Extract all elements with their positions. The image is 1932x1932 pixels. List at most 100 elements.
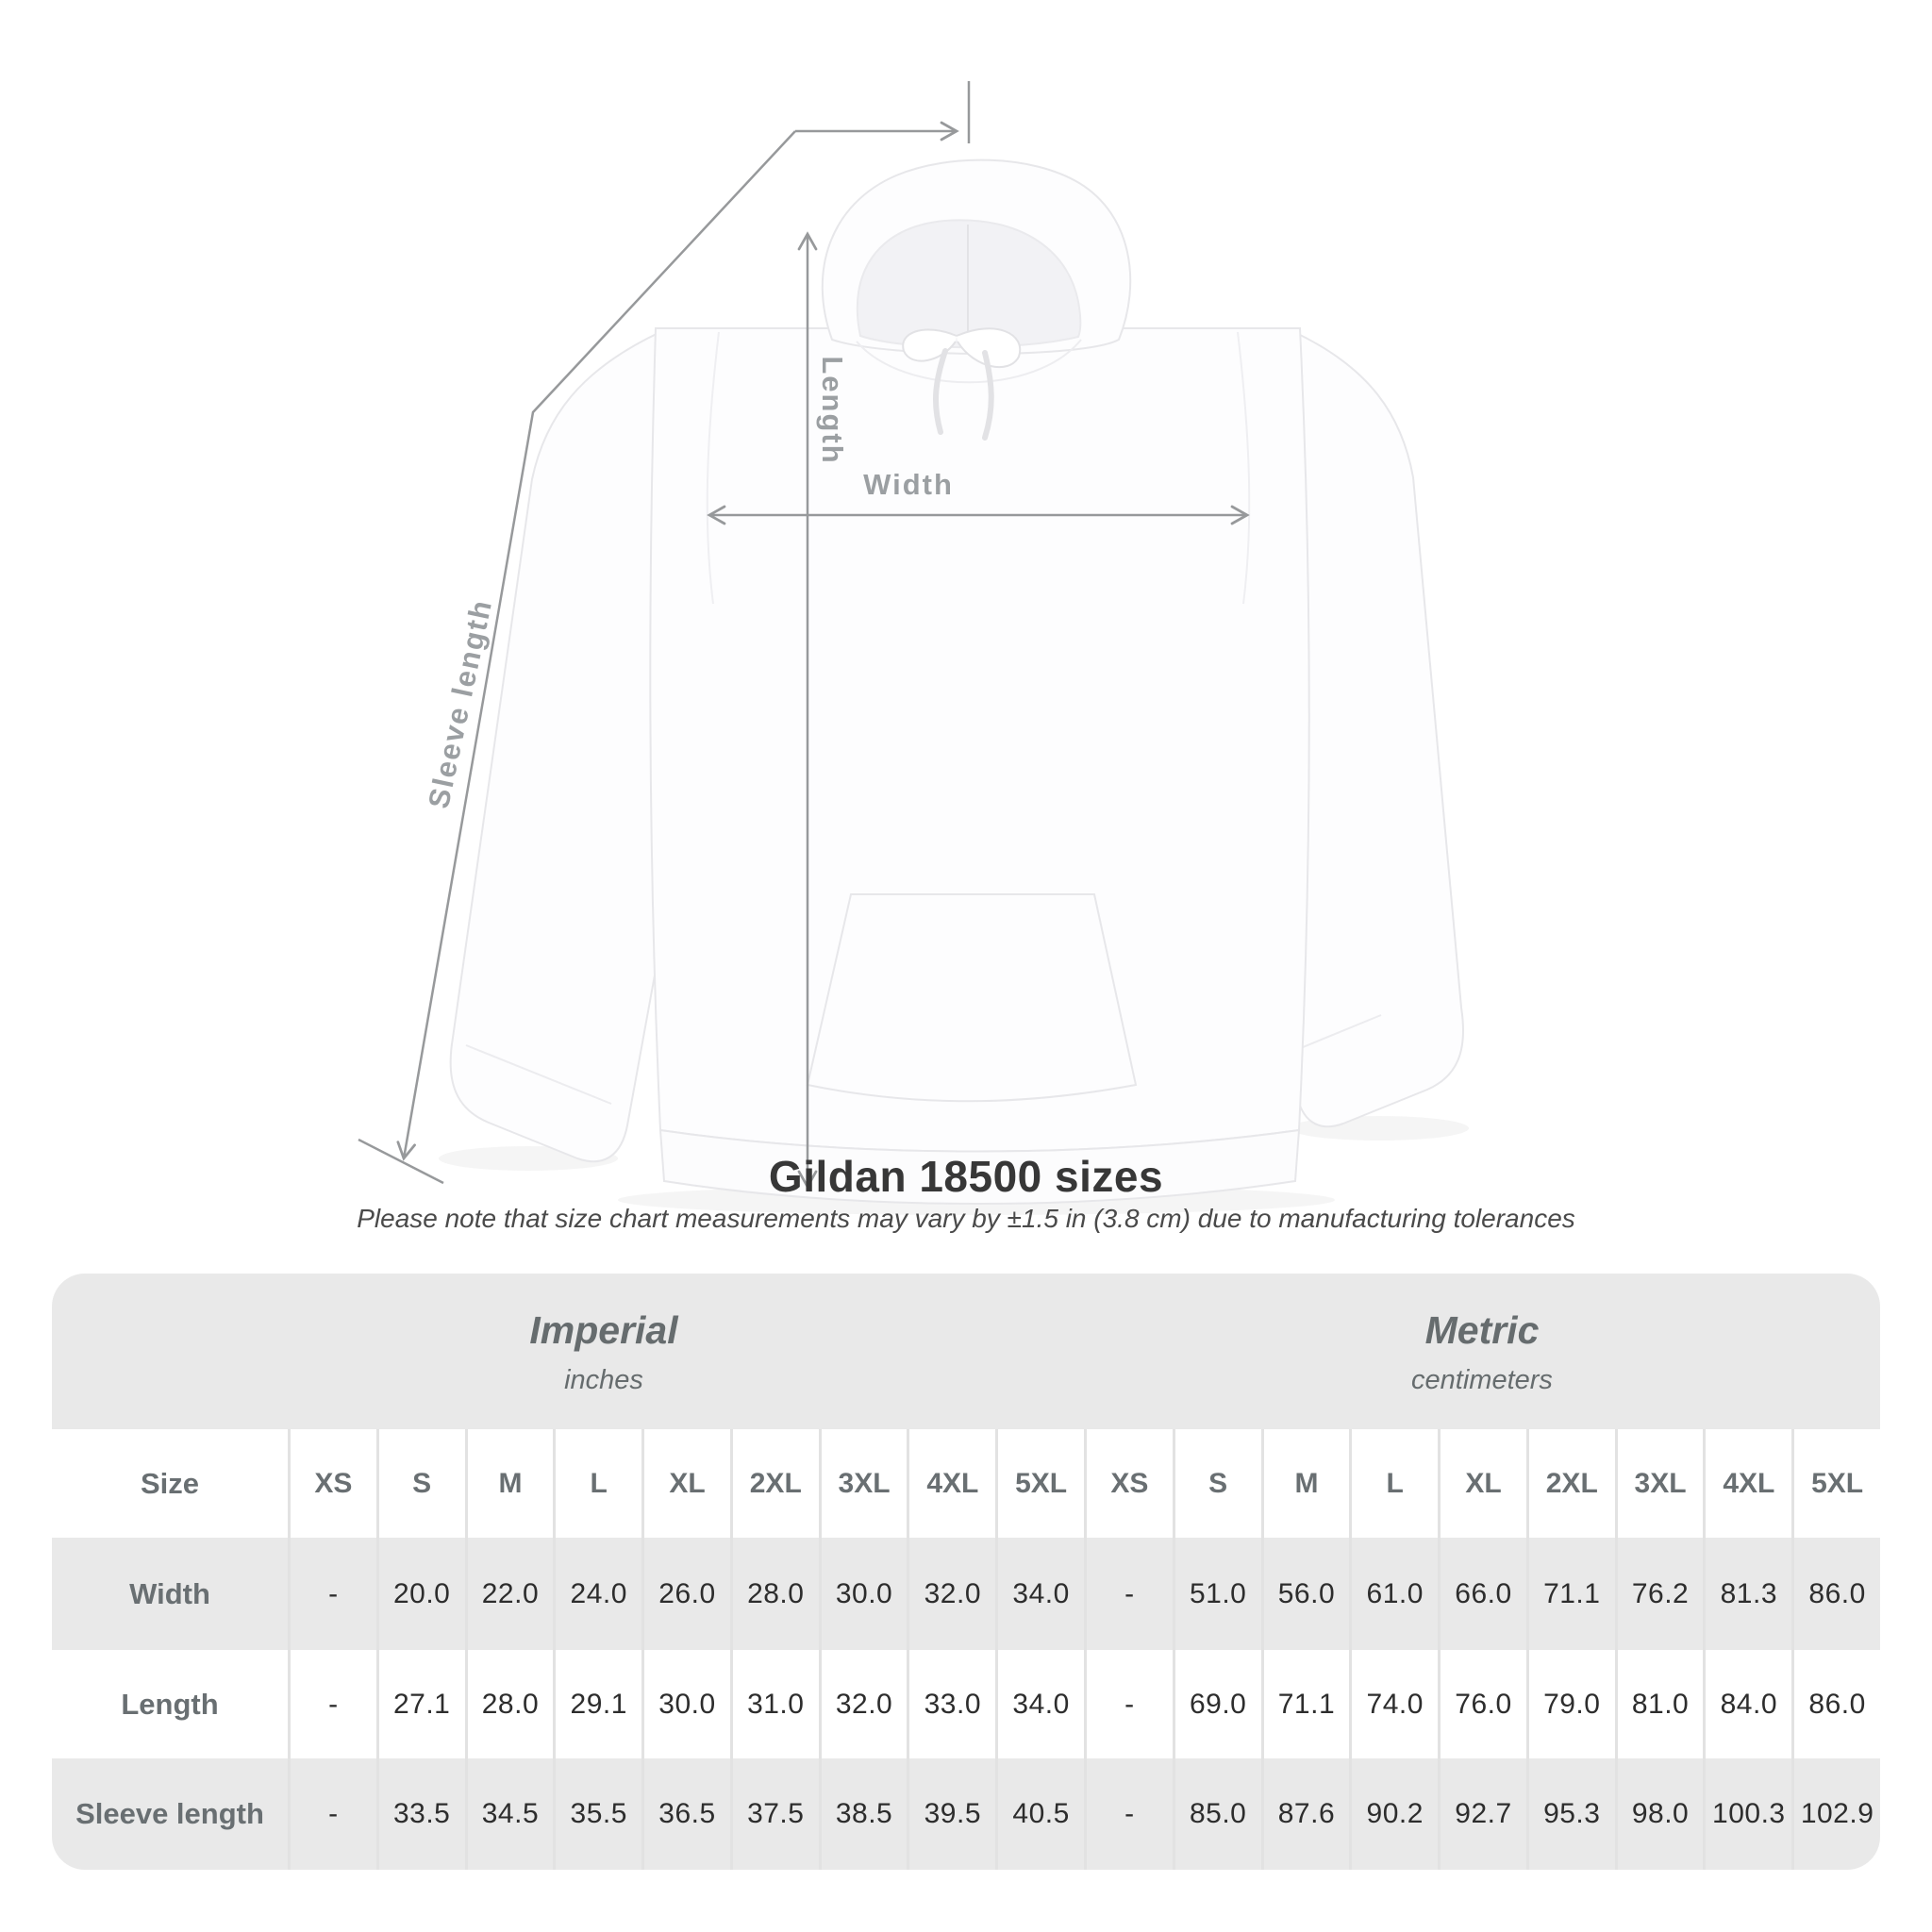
size-table: Imperial inches Metric centimeters Size X… xyxy=(52,1274,1880,1870)
cell-width-imperial-xs: - xyxy=(288,1538,376,1650)
col-header-metric-xs: XS xyxy=(1084,1429,1173,1538)
cell-length-imperial-4xl: 33.0 xyxy=(907,1650,996,1758)
unit-group-band: Imperial inches Metric centimeters xyxy=(52,1274,1880,1429)
cell-width-imperial-s: 20.0 xyxy=(375,1538,465,1650)
cell-sleeve-length-imperial-m: 34.5 xyxy=(464,1758,554,1870)
size-grid: Size XS S M L XL 2XL 3XL 4XL 5XL XS S M L XL 2XL 3XL 4XL 5… xyxy=(52,1429,1880,1870)
cell-sleeve-length-imperial-xl: 36.5 xyxy=(641,1758,730,1870)
cell-sleeve-length-metric-5xl: 102.9 xyxy=(1791,1758,1880,1870)
imperial-group-header: Imperial inches xyxy=(88,1274,1120,1429)
cell-sleeve-length-metric-4xl: 100.3 xyxy=(1703,1758,1792,1870)
sleeve-measure-label: Sleeve length xyxy=(422,596,498,811)
col-header-imperial-xl: XL xyxy=(641,1429,730,1538)
col-header-imperial-s: S xyxy=(375,1429,465,1538)
cell-width-metric-l: 61.0 xyxy=(1349,1538,1439,1650)
cell-width-metric-xl: 66.0 xyxy=(1438,1538,1526,1650)
cell-sleeve-length-metric-xs: - xyxy=(1084,1758,1173,1870)
cell-length-metric-xs: - xyxy=(1084,1650,1173,1758)
cell-sleeve-length-metric-3xl: 98.0 xyxy=(1614,1758,1704,1870)
imperial-group-label: Imperial xyxy=(529,1308,678,1352)
cell-length-imperial-2xl: 31.0 xyxy=(729,1650,819,1758)
left-cuff-seam xyxy=(465,1044,612,1105)
cell-sleeve-length-imperial-s: 33.5 xyxy=(375,1758,465,1870)
kangaroo-pocket xyxy=(806,893,1138,1103)
cell-length-metric-3xl: 81.0 xyxy=(1614,1650,1704,1758)
size-column-header: Size xyxy=(52,1429,288,1538)
cell-width-metric-m: 56.0 xyxy=(1260,1538,1350,1650)
col-header-metric-5xl: 5XL xyxy=(1791,1429,1880,1538)
tolerance-note: Please note that size chart measurements… xyxy=(357,1204,1575,1233)
col-header-imperial-4xl: 4XL xyxy=(907,1429,996,1538)
metric-group-header: Metric centimeters xyxy=(1084,1274,1880,1429)
col-header-metric-2xl: 2XL xyxy=(1525,1429,1615,1538)
page-title: Gildan 18500 sizes xyxy=(768,1152,1164,1201)
cell-length-imperial-xl: 30.0 xyxy=(641,1650,730,1758)
cell-length-imperial-l: 29.1 xyxy=(553,1650,642,1758)
cell-width-imperial-5xl: 34.0 xyxy=(995,1538,1084,1650)
cell-length-metric-l: 74.0 xyxy=(1349,1650,1439,1758)
cell-length-imperial-5xl: 34.0 xyxy=(995,1650,1084,1758)
cell-length-metric-4xl: 84.0 xyxy=(1703,1650,1792,1758)
cell-width-metric-2xl: 71.1 xyxy=(1525,1538,1615,1650)
cell-sleeve-length-imperial-xs: - xyxy=(288,1758,376,1870)
cell-sleeve-length-imperial-5xl: 40.5 xyxy=(995,1758,1084,1870)
cell-width-imperial-4xl: 32.0 xyxy=(907,1538,996,1650)
row-label-length: Length xyxy=(52,1650,288,1758)
col-header-imperial-m: M xyxy=(464,1429,554,1538)
cell-sleeve-length-metric-m: 87.6 xyxy=(1260,1758,1350,1870)
sleeve-cuff-tick xyxy=(358,1138,444,1185)
right-shoulder-seam xyxy=(1237,331,1251,605)
cell-length-imperial-m: 28.0 xyxy=(464,1650,554,1758)
length-measure-label: Length xyxy=(816,356,849,464)
cell-sleeve-length-metric-xl: 92.7 xyxy=(1438,1758,1526,1870)
col-header-metric-3xl: 3XL xyxy=(1614,1429,1704,1538)
left-sleeve xyxy=(449,330,704,1163)
col-header-metric-s: S xyxy=(1172,1429,1261,1538)
col-header-imperial-2xl: 2XL xyxy=(729,1429,819,1538)
neckline-seam xyxy=(856,339,1082,384)
col-header-imperial-3xl: 3XL xyxy=(818,1429,908,1538)
cell-sleeve-length-imperial-3xl: 38.5 xyxy=(818,1758,908,1870)
sleeve-measure-line xyxy=(396,130,796,1161)
cell-width-metric-4xl: 81.3 xyxy=(1703,1538,1792,1650)
cell-length-metric-s: 69.0 xyxy=(1172,1650,1261,1758)
cell-sleeve-length-imperial-l: 35.5 xyxy=(553,1758,642,1870)
row-label-sleeve-length: Sleeve length xyxy=(52,1758,288,1870)
col-header-imperial-xs: XS xyxy=(288,1429,376,1538)
metric-group-label: Metric xyxy=(1424,1308,1540,1352)
cell-sleeve-length-metric-s: 85.0 xyxy=(1172,1758,1261,1870)
cell-width-metric-3xl: 76.2 xyxy=(1614,1538,1704,1650)
cell-width-metric-5xl: 86.0 xyxy=(1791,1538,1880,1650)
cell-sleeve-length-metric-2xl: 95.3 xyxy=(1525,1758,1615,1870)
cell-width-imperial-l: 24.0 xyxy=(553,1538,642,1650)
drawstring-cord-left xyxy=(932,348,948,435)
col-header-imperial-5xl: 5XL xyxy=(995,1429,1084,1538)
col-header-metric-m: M xyxy=(1260,1429,1350,1538)
cell-length-metric-5xl: 86.0 xyxy=(1791,1650,1880,1758)
cell-length-metric-2xl: 79.0 xyxy=(1525,1650,1615,1758)
imperial-group-unit: inches xyxy=(564,1365,643,1395)
measurement-annotations xyxy=(358,81,1250,1190)
cell-width-imperial-m: 22.0 xyxy=(464,1538,554,1650)
hoodie-illustration xyxy=(439,158,1469,1215)
left-shoulder-seam xyxy=(706,331,720,605)
col-header-metric-4xl: 4XL xyxy=(1703,1429,1792,1538)
cell-width-metric-xs: - xyxy=(1084,1538,1173,1650)
cell-width-imperial-2xl: 28.0 xyxy=(729,1538,819,1650)
cell-sleeve-length-imperial-2xl: 37.5 xyxy=(729,1758,819,1870)
cell-sleeve-length-imperial-4xl: 39.5 xyxy=(907,1758,996,1870)
cell-width-metric-s: 51.0 xyxy=(1172,1538,1261,1650)
cell-length-metric-m: 71.1 xyxy=(1260,1650,1350,1758)
cell-length-imperial-xs: - xyxy=(288,1650,376,1758)
cell-width-imperial-3xl: 30.0 xyxy=(818,1538,908,1650)
metric-group-unit: centimeters xyxy=(1411,1365,1553,1395)
width-measure-label: Width xyxy=(863,468,954,501)
col-header-metric-l: L xyxy=(1349,1429,1439,1538)
cell-sleeve-length-metric-l: 90.2 xyxy=(1349,1758,1439,1870)
drawstring-cord-right xyxy=(982,350,994,441)
row-label-width: Width xyxy=(52,1538,288,1650)
cell-length-imperial-3xl: 32.0 xyxy=(818,1650,908,1758)
hoodie-measurement-figure: Length Width Sleeve length xyxy=(358,81,1469,1215)
cell-width-imperial-xl: 26.0 xyxy=(641,1538,730,1650)
